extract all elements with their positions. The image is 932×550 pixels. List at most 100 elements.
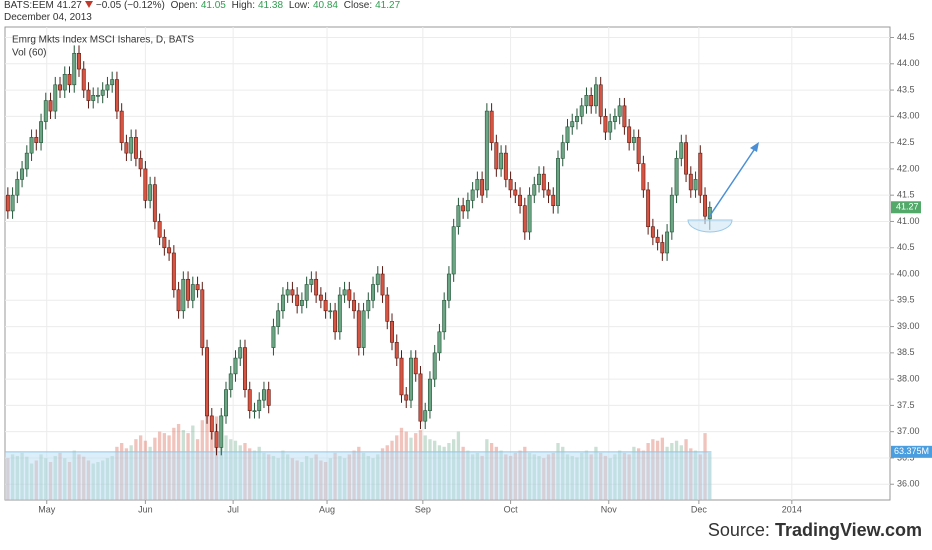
open-value: 41.05 [200,0,226,11]
candle-body [518,194,523,206]
candle-body [186,278,191,301]
candle-body [314,278,319,296]
candle-body [129,137,134,154]
candle-body [62,74,67,91]
candle-body [356,310,361,348]
candle-body [24,152,29,170]
candle-body [432,352,437,380]
y-tick-label: 40.5 [897,242,915,252]
x-tick-label: May [38,504,56,514]
candle-body [371,284,375,301]
candle-body [366,299,371,312]
chart-title: Emrg Mkts Index MSCI Ishares, D, BATS [12,35,194,46]
candle-body [513,189,518,196]
candle-body [157,221,162,238]
source-site: TradingView.com [774,520,922,540]
date: December 04, 2013 [4,12,92,23]
candle-body [72,52,77,86]
candle-body [579,105,584,117]
x-tick-label: Aug [319,504,335,514]
trend-arrow [708,146,757,218]
candle-body [494,142,499,170]
candle-body [352,299,357,312]
candle-body [655,236,660,243]
candle-body [418,373,423,422]
volume-ma-label: 63.375M [894,446,929,456]
candle-body [233,357,238,375]
candle-body [266,389,271,406]
candle-body [295,294,300,306]
y-tick-label: 37.5 [897,400,915,410]
candle-body [427,378,432,411]
candle-body [684,142,689,175]
candle-body [465,200,470,212]
candle-body [299,299,304,306]
candle-body [470,189,475,201]
candle-body [508,179,513,191]
candle-body [309,278,314,285]
source-prefix: Source: [707,520,770,540]
candle-body [261,389,266,401]
candle-body [77,52,81,70]
candle-body [110,79,115,86]
x-tick-label: Jun [138,504,153,514]
candle-body [214,431,219,448]
candle-body [105,84,110,91]
candle-body [181,278,186,312]
y-tick-label: 44.00 [897,58,920,68]
candle-body [133,137,138,159]
volume-ma [5,451,712,500]
candle-body [390,321,394,343]
candle-body [100,89,105,96]
candle-body [167,247,172,254]
candle-body [91,95,96,101]
candle-body [276,310,281,327]
candle-body [15,179,20,196]
y-tick-label: 38.00 [897,373,920,383]
candle-body [162,236,167,249]
candle-body [674,158,679,196]
candle-body [328,310,333,313]
candle-body [575,116,579,122]
candle-body [342,289,347,296]
candle-body [10,194,15,212]
candle-body [333,310,338,333]
candle-body [176,289,181,312]
candle-body [143,168,148,201]
high-value: 41.38 [258,0,284,11]
candle-body [461,205,466,212]
candle-body [589,95,594,107]
highlight-arc [687,219,733,233]
open-label: Open: [170,0,198,11]
candle-body [385,294,390,322]
y-tick-label: 37.00 [897,426,920,436]
candle-body [238,347,243,359]
candle-body [190,284,195,301]
candle-body [480,179,485,196]
candle-body [114,79,119,112]
last-price: 41.27 [56,0,82,11]
arrow-head [750,142,759,152]
high-label: High: [231,0,255,11]
candle-body [404,394,409,401]
y-tick-label: 38.5 [897,347,915,357]
candle-body [323,299,328,312]
candle-body [81,68,86,91]
candle-body [205,347,210,417]
candle-body [228,373,233,390]
candle-body [551,194,556,206]
candle-body [627,126,632,143]
candle-body [693,179,698,191]
candle-body [409,357,413,401]
x-tick-label: 2014 [782,504,802,514]
candle-body [247,389,252,411]
candle-body [423,410,428,422]
candle-body [5,194,10,212]
candle-body [152,184,157,222]
candle-body [593,84,598,107]
candle-body [608,121,613,133]
candle-body [489,110,494,143]
candle-body [124,142,129,154]
candle-body [703,194,707,217]
